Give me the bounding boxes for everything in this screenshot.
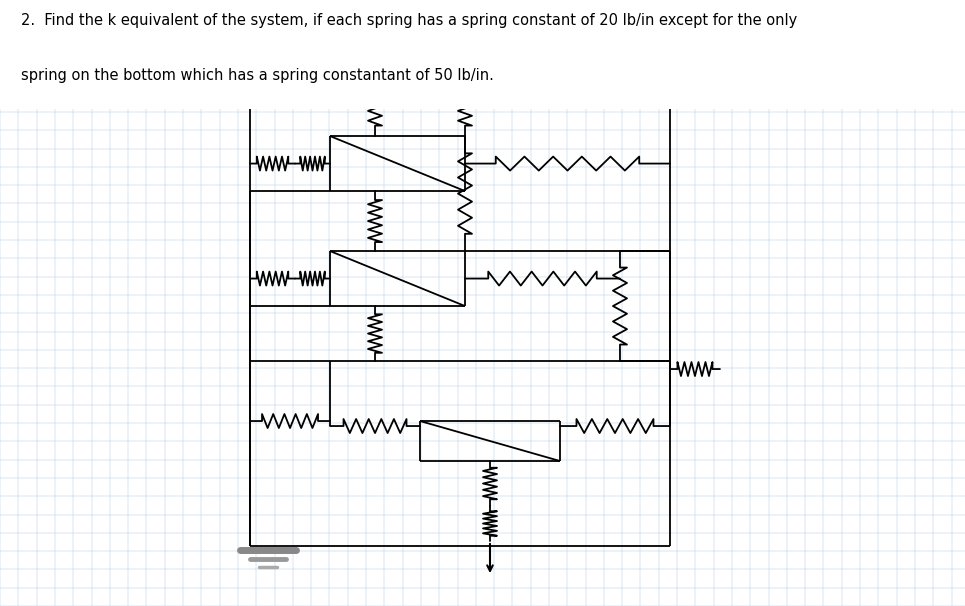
Text: spring on the bottom which has a spring constantant of 50 lb/in.: spring on the bottom which has a spring … xyxy=(21,68,494,82)
Text: 2.  Find the k equivalent of the system, if each spring has a spring constant of: 2. Find the k equivalent of the system, … xyxy=(21,13,797,28)
